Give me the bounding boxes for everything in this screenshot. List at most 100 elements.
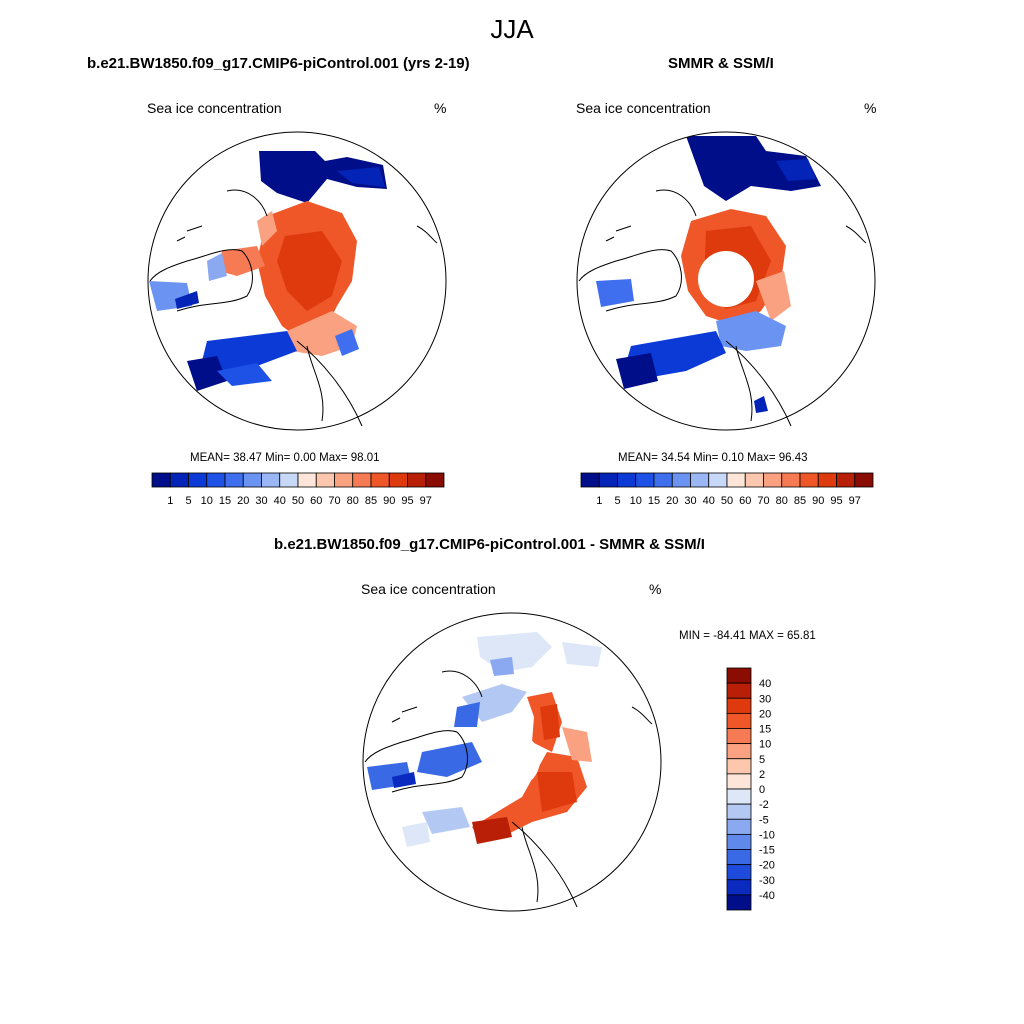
- panel2-colorbar-swatch: [690, 472, 710, 488]
- panel3-colorbar-tick-label: 10: [759, 739, 771, 751]
- panel2-title: SMMR & SSM/I: [668, 55, 774, 72]
- panel1-variable: Sea ice concentration: [147, 100, 282, 116]
- panel3-colorbar-tick-label: -5: [759, 814, 769, 826]
- panel3-colorbar-tick-label: -20: [759, 860, 775, 872]
- panel1-colorbar-swatch: [279, 472, 299, 488]
- panel2-colorbar-tick-label: 15: [648, 495, 660, 507]
- panel2-colorbar-swatch: [598, 472, 618, 488]
- panel1-colorbar-swatch: [425, 472, 445, 488]
- panel1-colorbar-swatch: [206, 472, 226, 488]
- panel2-map: [576, 131, 876, 431]
- panel2-colorbar-tick-label: 40: [703, 495, 715, 507]
- panel1-colorbar-swatch: [334, 472, 354, 488]
- panel2-colorbar-tick-label: 85: [794, 495, 806, 507]
- panel3-colorbar-swatch: [726, 894, 752, 911]
- panel1-colorbar-tick-label: 20: [237, 495, 249, 507]
- panel3-colorbar-tick-label: -15: [759, 845, 775, 857]
- panel2-colorbar-tick-label: 5: [614, 495, 620, 507]
- panel2-colorbar-tick-label: 70: [757, 495, 769, 507]
- panel2-colorbar-tick-label: 80: [776, 495, 788, 507]
- panel2-units: %: [864, 100, 877, 116]
- panel1-colorbar: 1 5 10 15 20 30 40 50 60 70 80 85 90 95 97: [151, 472, 445, 507]
- panel2-colorbar-tick-label: 60: [739, 495, 751, 507]
- panel3-colorbar-tick-label: 20: [759, 708, 771, 720]
- panel2-colorbar-tick-label: 90: [812, 495, 824, 507]
- panel1-colorbar-swatch: [151, 472, 171, 488]
- panel3-colorbar-swatch: [726, 818, 752, 835]
- panel3-colorbar-swatch: [726, 712, 752, 729]
- panel1-colorbar-swatch: [315, 472, 335, 488]
- panel1-colorbar-swatch: [407, 472, 427, 488]
- panel2-colorbar-swatch: [653, 472, 673, 488]
- panel1-colorbar-swatch: [261, 472, 281, 488]
- panel3-colorbar-swatch: [726, 667, 752, 684]
- panel3-title: b.e21.BW1850.f09_g17.CMIP6-piControl.001…: [274, 536, 705, 553]
- panel3-colorbar-tick-label: -40: [759, 890, 775, 902]
- panel2-colorbar-swatch: [763, 472, 783, 488]
- panel1-colorbar-swatch: [352, 472, 372, 488]
- panel1-colorbar-tick-label: 97: [420, 495, 432, 507]
- panel2-colorbar-tick-label: 30: [684, 495, 696, 507]
- panel1-colorbar-swatch: [242, 472, 262, 488]
- panel3-colorbar-swatch: [726, 758, 752, 775]
- panel3-colorbar-swatch: [726, 803, 752, 820]
- panel3-colorbar-tick-label: 15: [759, 724, 771, 736]
- panel2-colorbar-swatch: [635, 472, 655, 488]
- panel2-colorbar-swatch: [836, 472, 856, 488]
- panel3-colorbar-tick-label: 0: [759, 784, 765, 796]
- panel2-colorbar-swatch: [617, 472, 637, 488]
- panel3-units: %: [649, 581, 662, 597]
- panel1-colorbar-tick-label: 15: [219, 495, 231, 507]
- panel2-colorbar: 1 5 10 15 20 30 40 50 60 70 80 85 90 95 97: [580, 472, 874, 507]
- panel1-colorbar-swatch: [388, 472, 408, 488]
- panel2-colorbar-swatch: [817, 472, 837, 488]
- panel2-colorbar-swatch: [744, 472, 764, 488]
- panel2-colorbar-tick-label: 50: [721, 495, 733, 507]
- panel1-colorbar-tick-label: 40: [274, 495, 286, 507]
- panel2-colorbar-tick-label: 97: [849, 495, 861, 507]
- panel1-colorbar-tick-label: 1: [167, 495, 173, 507]
- panel1-colorbar-tick-label: 85: [365, 495, 377, 507]
- panel1-colorbar-tick-label: 90: [383, 495, 395, 507]
- panel3-colorbar-tick-label: 5: [759, 754, 765, 766]
- panel2-colorbar-swatch: [781, 472, 801, 488]
- panel3-variable: Sea ice concentration: [361, 581, 496, 597]
- panel3-colorbar-tick-label: -2: [759, 799, 769, 811]
- panel3-colorbar-swatch: [726, 728, 752, 745]
- panel1-title: b.e21.BW1850.f09_g17.CMIP6-piControl.001…: [87, 55, 470, 72]
- panel3-colorbar-tick-label: 40: [759, 678, 771, 690]
- panel1-colorbar-swatch: [370, 472, 390, 488]
- panel3-colorbar-tick-label: -30: [759, 875, 775, 887]
- panel3-colorbar-tick-label: -10: [759, 829, 775, 841]
- season-title: JJA: [490, 14, 534, 44]
- panel2-colorbar-swatch: [799, 472, 819, 488]
- panel1-colorbar-tick-label: 70: [328, 495, 340, 507]
- panel3-colorbar-swatch: [726, 864, 752, 881]
- panel2-variable: Sea ice concentration: [576, 100, 711, 116]
- panel2-colorbar-tick-label: 95: [830, 495, 842, 507]
- panel3-minmax: MIN = -84.41 MAX = 65.81: [679, 630, 816, 642]
- panel3-colorbar-tick-label: 30: [759, 693, 771, 705]
- panel1-colorbar-swatch: [188, 472, 208, 488]
- panel3-colorbar-tick-label: 2: [759, 769, 765, 781]
- panel3-colorbar-swatch: [726, 879, 752, 896]
- panel3-colorbar-swatch: [726, 773, 752, 790]
- panel1-colorbar-tick-label: 95: [401, 495, 413, 507]
- panel1-colorbar-tick-label: 30: [255, 495, 267, 507]
- panel1-stats: MEAN= 38.47 Min= 0.00 Max= 98.01: [190, 452, 380, 464]
- panel1-colorbar-tick-label: 5: [185, 495, 191, 507]
- panel3-map: [362, 612, 662, 912]
- panel2-colorbar-swatch: [854, 472, 874, 488]
- panel2-colorbar-swatch: [708, 472, 728, 488]
- panel2-colorbar-tick-label: 1: [596, 495, 602, 507]
- panel2-stats: MEAN= 34.54 Min= 0.10 Max= 96.43: [618, 452, 808, 464]
- panel3-colorbar-swatch: [726, 788, 752, 805]
- panel3-colorbar-swatch: [726, 833, 752, 850]
- panel1-colorbar-tick-label: 10: [201, 495, 213, 507]
- panel1-colorbar-swatch: [169, 472, 189, 488]
- panel1-colorbar-tick-label: 60: [310, 495, 322, 507]
- panel2-colorbar-tick-label: 20: [666, 495, 678, 507]
- panel3-colorbar-swatch: [726, 849, 752, 866]
- panel1-colorbar-swatch: [297, 472, 317, 488]
